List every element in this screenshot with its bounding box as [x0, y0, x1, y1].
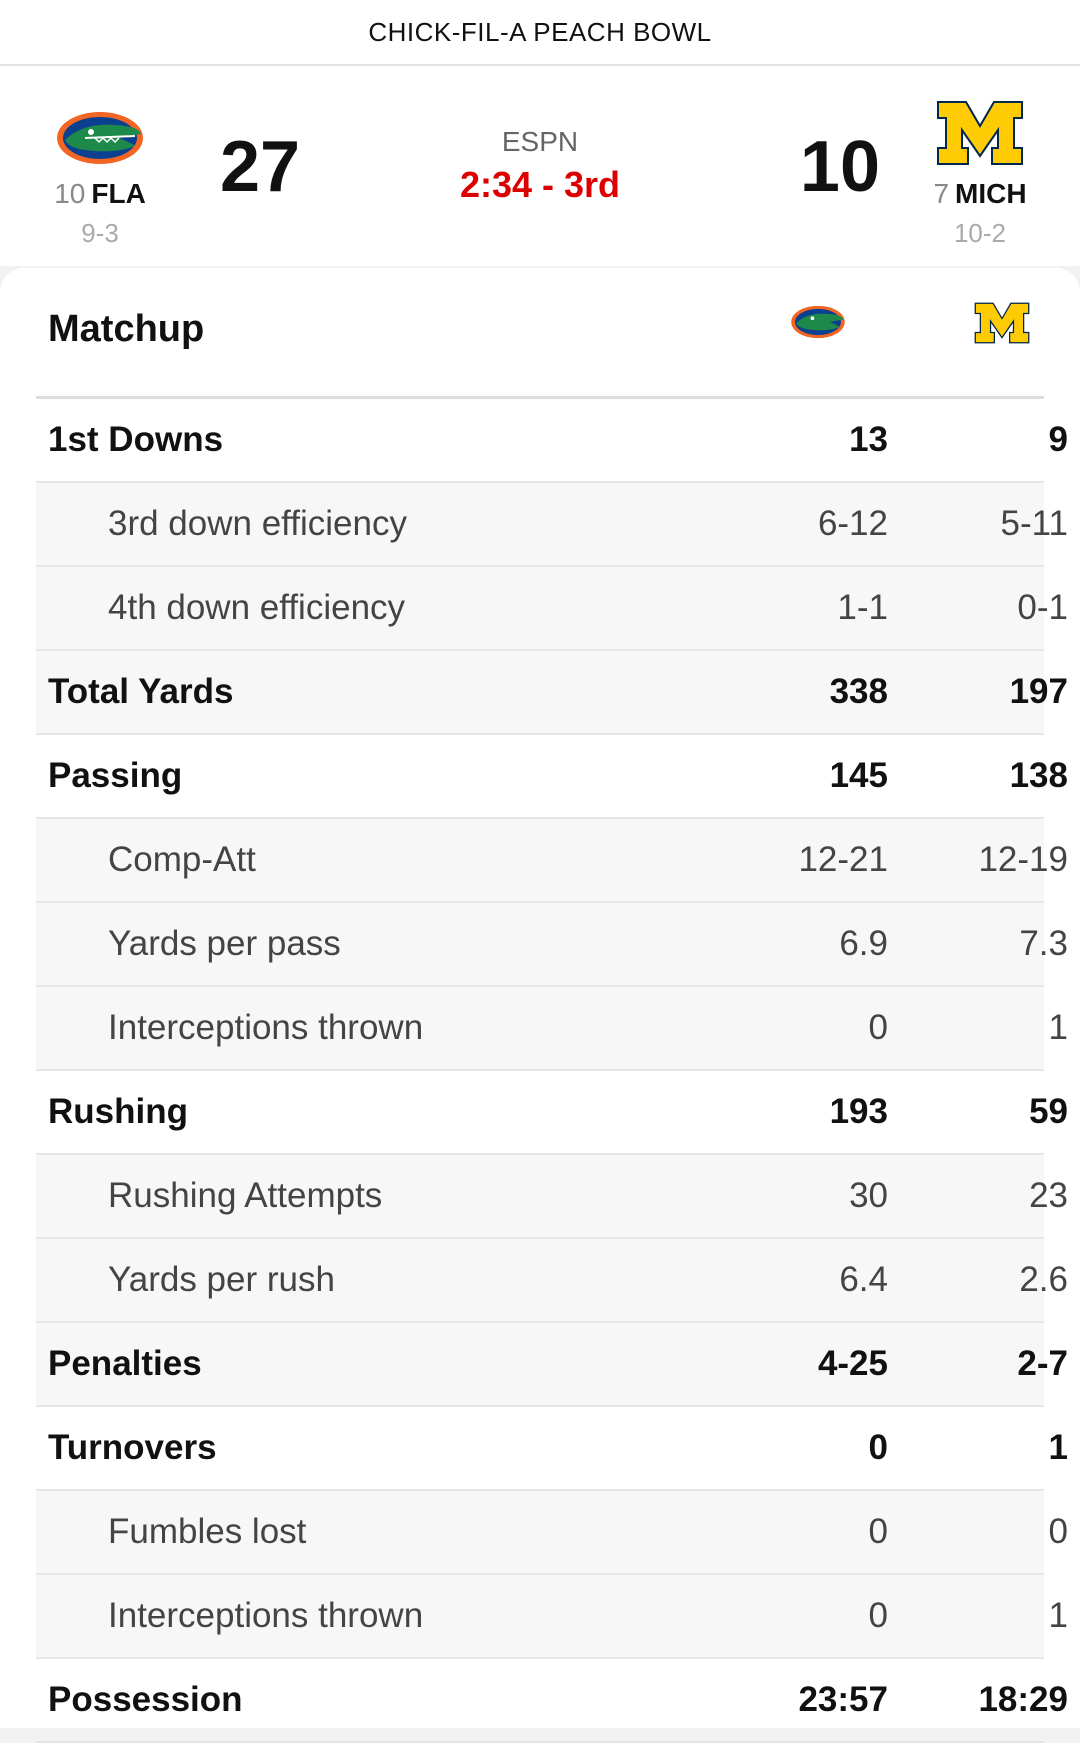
stats-table: 1st Downs 13 9 3rd down efficiency 6-12 5-11 4…	[36, 399, 1068, 1743]
mich-stat-value: 197	[1009, 672, 1068, 711]
fla-stat-value: 6-12	[817, 504, 888, 543]
fla-stat-value: 13	[849, 420, 888, 459]
scoreboard[interactable]: 10 FLA 9-3 27 ESPN 2:34 - 3rd 10 7 MICH 10…	[0, 66, 1080, 266]
matchup-title: Matchup	[48, 308, 205, 350]
stat-label: Penalties	[48, 1344, 202, 1383]
stat-row: 3rd down efficiency 6-12 5-11	[36, 483, 1068, 567]
mich-stat-value: 12-19	[978, 840, 1068, 879]
mich-record: 10-2	[953, 218, 1007, 248]
mich-rank: 7	[933, 178, 950, 209]
fla-stat-value: 12-21	[798, 840, 888, 879]
fla-stat-value: 145	[829, 756, 888, 795]
fla-stat-value: 0	[868, 1008, 888, 1047]
stat-row: Yards per pass 6.9 7.3	[36, 903, 1068, 987]
network-label: ESPN	[501, 126, 579, 157]
mich-stat-value: 9	[1048, 420, 1068, 459]
stat-row: Fumbles lost 0 0	[36, 1491, 1068, 1575]
bowl-title: CHICK-FIL-A PEACH BOWL	[368, 16, 712, 47]
stat-label: Turnovers	[48, 1428, 217, 1467]
fla-stat-value: 23:57	[798, 1680, 888, 1719]
mich-stat-value: 1	[1048, 1596, 1068, 1635]
game-clock: 2:34 - 3rd	[459, 164, 621, 205]
mich-stat-value: 7.3	[1019, 924, 1068, 963]
stat-label: Rushing	[48, 1092, 188, 1131]
stat-label: Comp-Att	[108, 840, 256, 879]
fla-record: 9-3	[81, 218, 119, 248]
stat-label: Yards per rush	[108, 1260, 335, 1299]
stat-row: Rushing 193 59	[36, 1071, 1068, 1155]
mich-abbr: MICH	[955, 178, 1027, 209]
mich-stat-value: 1	[1048, 1008, 1068, 1047]
mich-stat-value: 2-7	[1017, 1344, 1068, 1383]
mich-stat-value: 0-1	[1017, 588, 1068, 627]
fla-rank: 10	[54, 178, 86, 209]
stat-row: Comp-Att 12-21 12-19	[36, 819, 1068, 903]
stat-label: Passing	[48, 756, 183, 795]
stat-row: Possession 23:57 18:29	[36, 1659, 1068, 1743]
matchup-header: Matchup	[0, 268, 1080, 396]
stat-row: Yards per rush 6.4 2.6	[36, 1239, 1068, 1323]
fla-stat-value: 1-1	[837, 588, 888, 627]
mich-stat-value: 23	[1029, 1176, 1068, 1215]
fla-score: 27	[220, 127, 301, 207]
fla-stat-value: 0	[868, 1428, 888, 1467]
fla-stat-value: 0	[868, 1596, 888, 1635]
stat-row: Passing 145 138	[36, 735, 1068, 819]
stat-label: 4th down efficiency	[108, 588, 406, 627]
game-status: ESPN 2:34 - 3rd	[340, 126, 740, 206]
team-mich[interactable]: 7 MICH 10-2	[920, 66, 1040, 249]
fla-stat-value: 193	[829, 1092, 888, 1131]
stat-label: Total Yards	[48, 672, 234, 711]
stat-label: 3rd down efficiency	[108, 504, 407, 543]
stat-row: 4th down efficiency 1-1 0-1	[36, 567, 1068, 651]
block-m-logo-icon	[920, 66, 1040, 166]
matchup-card: Matchup 1st Downs 13 9 3rd down efficiency 6…	[0, 268, 1080, 1743]
fla-stat-value: 30	[849, 1176, 888, 1215]
stat-row: Rushing Attempts 30 23	[36, 1155, 1068, 1239]
stat-row: Turnovers 0 1	[36, 1407, 1068, 1491]
fla-stat-value: 6.9	[839, 924, 888, 963]
stat-row: Interceptions thrown 0 1	[36, 987, 1068, 1071]
fla-stat-value: 0	[868, 1512, 888, 1551]
gator-logo-icon	[40, 66, 160, 166]
stat-row: Total Yards 338 197	[36, 651, 1068, 735]
stat-row: Interceptions thrown 0 1	[36, 1575, 1068, 1659]
fla-abbr: FLA	[91, 178, 146, 209]
block-m-logo-icon	[974, 302, 1030, 349]
mich-stat-value: 1	[1048, 1428, 1068, 1467]
team-fla[interactable]: 10 FLA 9-3	[40, 66, 160, 249]
stat-label: Yards per pass	[108, 924, 341, 963]
stat-label: Fumbles lost	[108, 1512, 307, 1551]
mich-stat-value: 2.6	[1019, 1260, 1068, 1299]
fla-stat-value: 4-25	[817, 1344, 888, 1383]
mich-stat-value: 5-11	[1000, 504, 1068, 543]
stat-label: Interceptions thrown	[108, 1008, 424, 1047]
stat-label: Rushing Attempts	[108, 1176, 383, 1215]
header-divider	[36, 396, 1044, 399]
mich-stat-value: 0	[1048, 1512, 1068, 1551]
stat-label: Possession	[48, 1680, 243, 1719]
mich-score: 10	[799, 127, 880, 207]
fla-stat-value: 338	[829, 672, 888, 711]
stat-row: 1st Downs 13 9	[36, 399, 1068, 483]
mich-stat-value: 138	[1009, 756, 1068, 795]
fla-stat-value: 6.4	[839, 1260, 888, 1299]
stat-row: Penalties 4-25 2-7	[36, 1323, 1068, 1407]
top-bar: CHICK-FIL-A PEACH BOWL	[0, 0, 1080, 66]
gator-logo-icon	[790, 304, 846, 345]
stat-label: 1st Downs	[48, 420, 224, 459]
mich-stat-value: 59	[1029, 1092, 1068, 1131]
mich-stat-value: 18:29	[978, 1680, 1068, 1719]
stat-label: Interceptions thrown	[108, 1596, 424, 1635]
